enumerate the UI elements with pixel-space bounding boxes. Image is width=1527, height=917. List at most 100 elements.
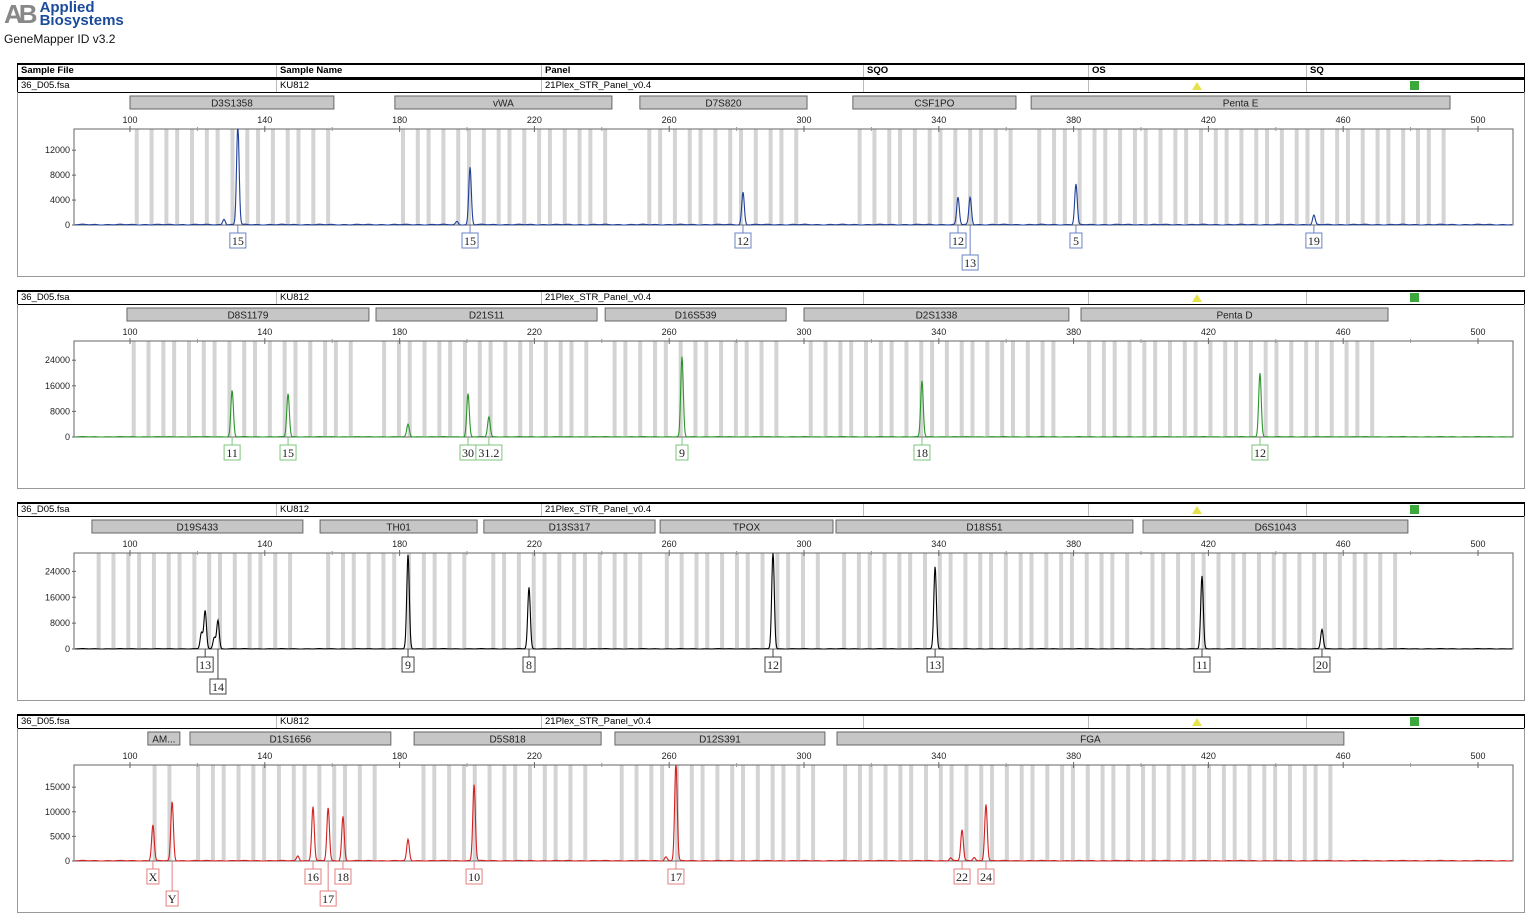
marker-d19s433[interactable]: D19S433 bbox=[91, 519, 304, 534]
allele-bin bbox=[849, 341, 854, 437]
allele-bin bbox=[421, 553, 426, 649]
marker-csf1po[interactable]: CSF1PO bbox=[852, 95, 1017, 110]
allele-call-label[interactable]: 15 bbox=[461, 225, 479, 249]
allele-bin bbox=[348, 341, 353, 437]
marker-d13s317[interactable]: D13S317 bbox=[483, 519, 656, 534]
allele-call-label[interactable]: 5 bbox=[1069, 225, 1083, 249]
sq-pass-square-icon[interactable] bbox=[1410, 293, 1419, 302]
os-warning-triangle-icon[interactable] bbox=[1192, 294, 1202, 302]
allele-call-label[interactable]: 17 bbox=[319, 861, 337, 907]
allele-bin bbox=[663, 341, 668, 437]
allele-call-label[interactable]: 12 bbox=[764, 649, 782, 673]
allele-call-label[interactable]: 16 bbox=[304, 861, 322, 885]
os-warning-triangle-icon[interactable] bbox=[1192, 506, 1202, 514]
allele-call-text: 12 bbox=[737, 234, 749, 248]
x-tick-label: 140 bbox=[257, 115, 272, 125]
allele-call-label[interactable]: 12 bbox=[734, 225, 752, 249]
marker-d12s391[interactable]: D12S391 bbox=[614, 731, 826, 746]
marker-d2s1338[interactable]: D2S1338 bbox=[803, 307, 1070, 322]
sample-row[interactable]: 36_D05.fsa KU812 21Plex_STR_Panel_v0.4 bbox=[17, 78, 1525, 93]
allele-call-text: 9 bbox=[679, 446, 685, 460]
allele-bin bbox=[126, 553, 131, 649]
marker-d16s539[interactable]: D16S539 bbox=[604, 307, 787, 322]
allele-call-label[interactable]: 18 bbox=[334, 861, 352, 885]
allele-bin bbox=[909, 765, 914, 861]
sample-row[interactable]: 36_D05.fsa KU812 21Plex_STR_Panel_v0.4 bbox=[17, 290, 1525, 305]
allele-bin bbox=[1110, 553, 1115, 649]
marker-pentad[interactable]: Penta D bbox=[1080, 307, 1389, 322]
allele-bin bbox=[1019, 765, 1024, 861]
allele-call-label[interactable]: 11 bbox=[223, 437, 241, 461]
trace-line bbox=[74, 128, 1513, 226]
allele-bin bbox=[993, 129, 998, 225]
marker-d5s818[interactable]: D5S818 bbox=[413, 731, 602, 746]
allele-call-label[interactable]: 12 bbox=[949, 225, 967, 249]
allele-call-label[interactable]: 20 bbox=[1313, 649, 1331, 673]
allele-bin bbox=[217, 553, 222, 649]
allele-call-label[interactable]: 12 bbox=[1251, 437, 1269, 461]
os-warning-triangle-icon[interactable] bbox=[1192, 82, 1202, 90]
marker-d7s820[interactable]: D7S820 bbox=[639, 95, 808, 110]
os-warning-triangle-icon[interactable] bbox=[1192, 718, 1202, 726]
allele-call-label[interactable]: 13 bbox=[961, 225, 979, 271]
allele-call-label[interactable]: 8 bbox=[522, 649, 536, 673]
allele-call-label[interactable]: 13 bbox=[926, 649, 944, 673]
allele-bin bbox=[1132, 129, 1137, 225]
allele-call-label[interactable]: 9 bbox=[675, 437, 689, 461]
allele-bin bbox=[481, 129, 486, 225]
allele-bin bbox=[1314, 341, 1319, 437]
sample-row[interactable]: 36_D05.fsa KU812 21Plex_STR_Panel_v0.4 bbox=[17, 714, 1525, 729]
marker-d3s1358[interactable]: D3S1358 bbox=[129, 95, 335, 110]
allele-bin bbox=[1304, 341, 1309, 437]
allele-bin bbox=[693, 341, 698, 437]
allele-call-label[interactable]: 9 bbox=[401, 649, 415, 673]
allele-call-label[interactable]: X bbox=[146, 861, 160, 885]
allele-call-label[interactable]: 22 bbox=[953, 861, 971, 885]
allele-call-label[interactable]: 30 bbox=[459, 437, 477, 461]
allele-bin bbox=[1305, 129, 1310, 225]
allele-bin bbox=[276, 765, 281, 861]
x-tick-label: 100 bbox=[122, 327, 137, 337]
os-cell bbox=[1088, 292, 1306, 304]
sq-pass-square-icon[interactable] bbox=[1410, 81, 1419, 90]
allele-call-label[interactable]: 24 bbox=[977, 861, 995, 885]
marker-d18s51[interactable]: D18S51 bbox=[835, 519, 1134, 534]
allele-call-label[interactable]: 17 bbox=[667, 861, 685, 885]
allele-call-label[interactable]: 19 bbox=[1305, 225, 1323, 249]
allele-bin bbox=[502, 553, 507, 649]
allele-call-label[interactable]: 15 bbox=[279, 437, 297, 461]
allele-bin bbox=[146, 341, 151, 437]
allele-call-label[interactable]: 10 bbox=[465, 861, 483, 885]
marker-vwa[interactable]: vWA bbox=[394, 95, 613, 110]
sq-pass-square-icon[interactable] bbox=[1410, 505, 1419, 514]
allele-call-label[interactable]: Y bbox=[165, 861, 179, 907]
allele-call-label[interactable]: 31.2 bbox=[475, 437, 503, 461]
allele-call-label[interactable]: 18 bbox=[913, 437, 931, 461]
allele-bin bbox=[1393, 553, 1398, 649]
allele-call-label[interactable]: 14 bbox=[209, 649, 227, 695]
marker-d6s1043[interactable]: D6S1043 bbox=[1142, 519, 1409, 534]
allele-bin bbox=[963, 553, 968, 649]
allele-bin bbox=[704, 341, 709, 437]
allele-bin bbox=[897, 553, 902, 649]
allele-call-text: 16 bbox=[307, 870, 319, 884]
marker-d1s1656[interactable]: D1S1656 bbox=[189, 731, 392, 746]
sq-pass-square-icon[interactable] bbox=[1410, 717, 1419, 726]
allele-bin bbox=[770, 765, 775, 861]
marker-fga[interactable]: FGA bbox=[836, 731, 1345, 746]
marker-th01[interactable]: TH01 bbox=[319, 519, 478, 534]
marker-am[interactable]: AM... bbox=[147, 731, 181, 746]
marker-d21s11[interactable]: D21S11 bbox=[375, 307, 598, 322]
allele-bin bbox=[232, 553, 237, 649]
marker-pentae[interactable]: Penta E bbox=[1030, 95, 1451, 110]
allele-bin bbox=[713, 129, 718, 225]
allele-call-label[interactable]: 15 bbox=[229, 225, 247, 249]
allele-call-label[interactable]: 11 bbox=[1193, 649, 1211, 673]
allele-bin bbox=[779, 129, 784, 225]
allele-bin bbox=[908, 553, 913, 649]
marker-d8s1179[interactable]: D8S1179 bbox=[126, 307, 370, 322]
sample-row[interactable]: 36_D05.fsa KU812 21Plex_STR_Panel_v0.4 bbox=[17, 502, 1525, 517]
allele-call-label[interactable]: 13 bbox=[196, 649, 214, 673]
marker-tpox[interactable]: TPOX bbox=[659, 519, 834, 534]
allele-bin bbox=[407, 341, 412, 437]
